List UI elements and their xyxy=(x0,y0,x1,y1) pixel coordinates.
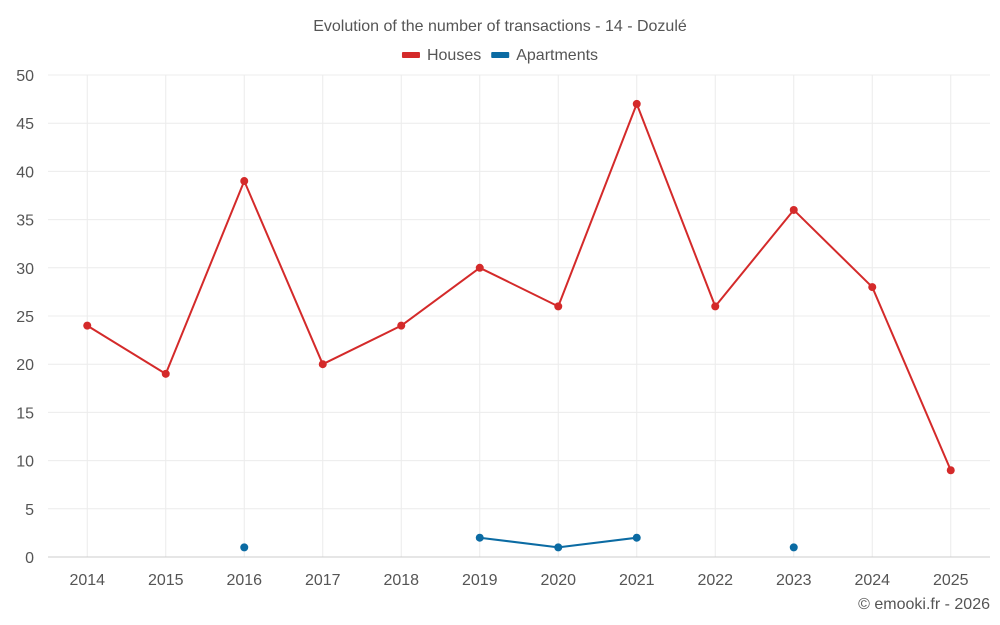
data-point[interactable] xyxy=(868,283,877,292)
legend-item-houses[interactable]: Houses xyxy=(401,47,481,64)
data-point[interactable] xyxy=(318,360,327,369)
legend-swatch xyxy=(491,52,510,58)
x-tick-label: 2024 xyxy=(854,572,890,589)
legend-label: Houses xyxy=(427,47,481,64)
x-tick-label: 2017 xyxy=(305,572,341,589)
data-point[interactable] xyxy=(789,543,798,552)
x-tick-label: 2022 xyxy=(697,572,733,589)
data-point[interactable] xyxy=(632,533,641,542)
x-tick-label: 2016 xyxy=(226,572,262,589)
x-tick-label: 2015 xyxy=(148,572,184,589)
x-tick-label: 2021 xyxy=(619,572,655,589)
y-tick-label: 45 xyxy=(16,116,34,133)
series-houses xyxy=(83,99,955,475)
data-point[interactable] xyxy=(554,543,563,552)
data-point[interactable] xyxy=(632,99,641,108)
y-tick-label: 0 xyxy=(25,550,34,567)
x-tick-label: 2018 xyxy=(383,572,419,589)
data-point[interactable] xyxy=(711,302,720,311)
y-tick-label: 10 xyxy=(16,454,34,471)
data-point[interactable] xyxy=(83,321,92,330)
legend-label: Apartments xyxy=(516,47,598,64)
x-tick-label: 2019 xyxy=(462,572,498,589)
gridlines xyxy=(48,74,990,558)
x-tick-label: 2014 xyxy=(69,572,105,589)
y-tick-label: 15 xyxy=(16,405,34,422)
chart-title: Evolution of the number of transactions … xyxy=(313,18,687,35)
y-tick-label: 40 xyxy=(16,164,34,181)
y-tick-label: 5 xyxy=(25,502,34,519)
data-point[interactable] xyxy=(475,533,484,542)
legend-swatch xyxy=(401,52,420,58)
data-point[interactable] xyxy=(946,466,955,475)
y-tick-label: 35 xyxy=(16,213,34,230)
x-tick-label: 2020 xyxy=(540,572,576,589)
y-tick-label: 50 xyxy=(16,68,34,85)
x-tick-label: 2023 xyxy=(776,572,812,589)
series-apartments xyxy=(240,533,798,552)
x-axis-ticks: 2014 2015 2016 2017 2018 2019 2020 2021 2022 2023… xyxy=(69,572,968,589)
y-axis-ticks: 0 5 10 15 20 25 30 35 40 45 50 xyxy=(16,68,34,567)
data-point[interactable] xyxy=(554,302,563,311)
y-tick-label: 30 xyxy=(16,261,34,278)
y-tick-label: 25 xyxy=(16,309,34,326)
series-line xyxy=(86,102,952,471)
credit-text: © emooki.fr - 2026 xyxy=(858,596,990,613)
data-point[interactable] xyxy=(789,205,798,214)
data-point[interactable] xyxy=(397,321,406,330)
x-tick-label: 2025 xyxy=(933,572,969,589)
data-point[interactable] xyxy=(240,543,249,552)
data-point[interactable] xyxy=(161,369,170,378)
y-tick-label: 20 xyxy=(16,357,34,374)
legend: Houses Apartments xyxy=(401,47,598,64)
legend-item-apartments[interactable]: Apartments xyxy=(491,47,598,64)
data-point[interactable] xyxy=(240,177,249,186)
data-point[interactable] xyxy=(475,263,484,272)
series-layer xyxy=(83,99,955,552)
